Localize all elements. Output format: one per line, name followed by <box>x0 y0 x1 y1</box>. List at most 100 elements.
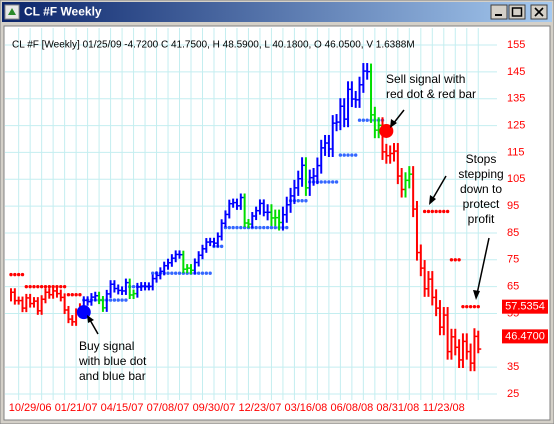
stop-dot <box>78 292 82 297</box>
stop-dot <box>285 225 289 230</box>
annotation-arrow <box>476 237 490 295</box>
plot-area <box>9 63 482 372</box>
stop-dot <box>108 298 113 302</box>
stop-dot <box>219 244 224 249</box>
stop-dot <box>13 272 17 277</box>
annotation-line: down to <box>460 182 502 196</box>
annotation-arrow <box>89 319 99 335</box>
x-tick-label: 06/08/08 <box>330 402 373 414</box>
stop-dot <box>62 284 67 289</box>
stop-dot <box>342 153 346 157</box>
stop-dot <box>47 284 51 289</box>
annotation-arrowhead <box>473 290 480 300</box>
title-bar <box>2 2 552 22</box>
stop-dot <box>112 298 117 302</box>
stop-dot <box>472 304 477 309</box>
stop-dot <box>227 225 232 230</box>
stop-dot <box>334 180 339 184</box>
stop-dot <box>59 284 63 289</box>
stop-dot <box>173 271 178 275</box>
annotation-line: with blue dot <box>78 354 147 368</box>
stop-dot <box>426 209 431 214</box>
stop-dot <box>273 225 277 230</box>
stop-dot <box>300 199 304 203</box>
stop-dot <box>32 284 36 289</box>
x-tick-label: 11/23/08 <box>423 402 465 414</box>
y-tick-label: 35 <box>507 361 519 373</box>
stop-dot <box>254 225 258 230</box>
stop-dot <box>204 271 209 275</box>
y-tick-label: 135 <box>507 93 525 105</box>
annotation-line: and blue bar <box>79 369 146 383</box>
stop-dot <box>124 298 128 302</box>
maximize-glyph <box>511 7 523 17</box>
stop-dot <box>262 225 266 230</box>
annotation-line: Buy signal <box>79 339 134 353</box>
stop-dot <box>476 304 480 309</box>
stop-dot <box>258 225 262 230</box>
stop-dot <box>151 271 155 275</box>
stop-dot <box>434 209 438 214</box>
stop-dot <box>453 258 457 262</box>
stop-dot <box>438 209 442 214</box>
window-title: CL #F Weekly <box>24 5 102 19</box>
stop-dot <box>296 199 300 203</box>
annotation-arrowhead <box>390 119 397 128</box>
stop-dot <box>66 292 71 297</box>
stop-dot <box>457 258 461 262</box>
stop-dot <box>365 118 369 122</box>
stop-dot <box>70 292 74 297</box>
stop-dot <box>116 298 120 302</box>
stop-dot <box>442 209 446 214</box>
annotation-sell: Sell signal with red dot & red bar <box>386 72 476 128</box>
price-tag-label: 57.5354 <box>505 301 545 313</box>
annotation-line: protect <box>463 197 500 211</box>
stop-dot <box>361 118 366 122</box>
axes: 10/29/06 01/21/07 04/15/07 07/08/07 09/30/07… <box>9 39 548 414</box>
y-tick-label: 155 <box>507 39 525 51</box>
x-tick-label: 07/08/07 <box>147 402 190 414</box>
stop-dot <box>208 271 212 275</box>
y-tick-label: 25 <box>507 388 519 400</box>
stop-dot <box>430 209 434 214</box>
stop-dot <box>196 271 201 275</box>
stop-dot <box>231 225 235 230</box>
stop-dot <box>346 153 350 157</box>
y-tick-label: 125 <box>507 119 525 131</box>
x-tick-label: 12/23/07 <box>239 402 282 414</box>
stop-dot <box>235 225 239 230</box>
stop-dot <box>200 271 205 275</box>
stop-dot <box>16 272 21 277</box>
y-tick-label: 105 <box>507 173 525 185</box>
stop-dot <box>338 153 343 157</box>
stop-dot <box>265 225 270 230</box>
y-tick-label: 145 <box>507 66 525 78</box>
stop-dot <box>36 284 40 289</box>
stop-dot <box>177 271 182 275</box>
stop-dot <box>74 292 78 297</box>
stop-dot <box>357 118 362 122</box>
x-tick-label: 04/15/07 <box>101 402 144 414</box>
price-tag-label: 46.4700 <box>505 330 545 342</box>
window-icon-glyph <box>8 8 16 15</box>
price-tag <box>502 329 548 344</box>
stop-dot <box>468 304 473 309</box>
y-tick-label: 75 <box>507 254 519 266</box>
stop-dot <box>461 304 465 309</box>
annotation-buy: Buy signal with blue dot and blue bar <box>78 315 147 383</box>
stop-dot <box>166 271 170 275</box>
chart-header: CL #F [Weekly] 01/25/09 -4.7200 C 41.750… <box>12 40 415 51</box>
maximize-button[interactable] <box>508 4 526 20</box>
x-tick-label: 03/16/08 <box>284 402 327 414</box>
stop-dot <box>43 284 48 289</box>
stop-dot <box>331 180 335 184</box>
annotation-stops: Stops stepping down to protect profit <box>429 152 504 300</box>
annotation-arrow <box>431 175 447 201</box>
stop-dot <box>269 225 274 230</box>
stop-dot <box>354 153 358 157</box>
stop-dot <box>9 272 13 277</box>
x-tick-label: 01/21/07 <box>55 402 98 414</box>
stop-dot <box>319 180 323 184</box>
minimize-button[interactable] <box>490 4 508 20</box>
